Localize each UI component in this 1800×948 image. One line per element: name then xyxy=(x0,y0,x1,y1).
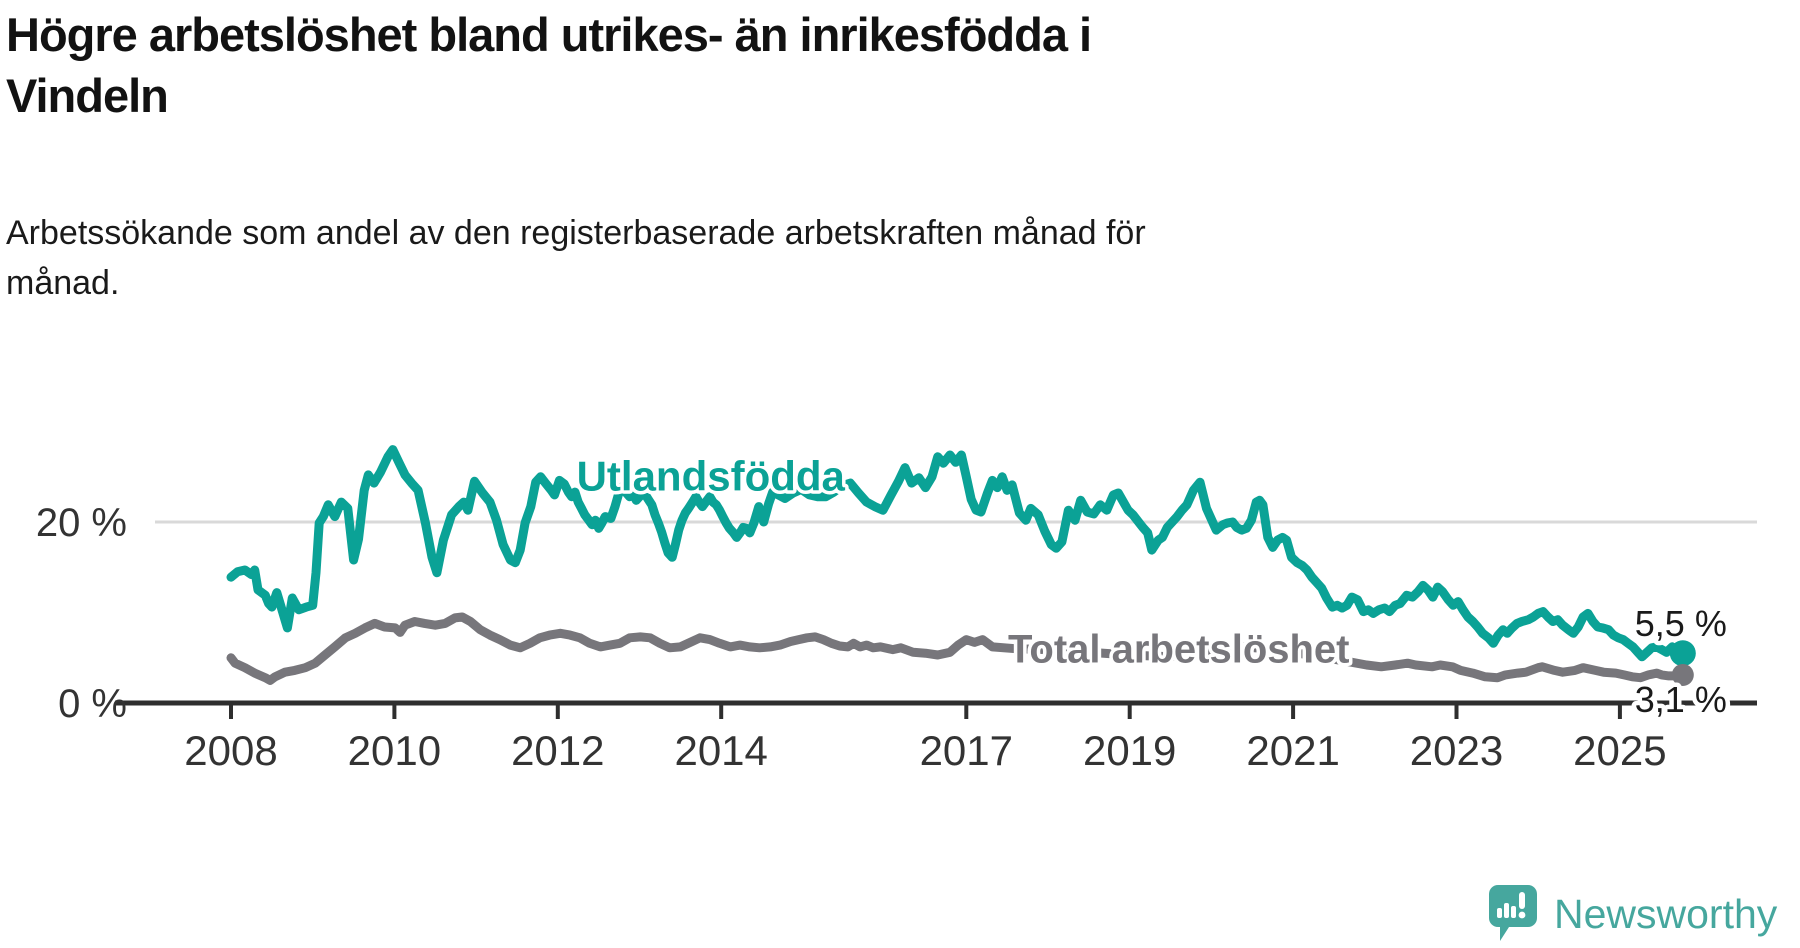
y-tick-label-20: 20 % xyxy=(36,501,127,545)
x-tick-label-2025: 2025 xyxy=(1573,727,1666,774)
page-title-line-2: Vindeln xyxy=(6,69,169,122)
series-end-dot-utlandsf-dda xyxy=(1669,640,1696,667)
x-tick-label-2023: 2023 xyxy=(1410,727,1503,774)
axes xyxy=(115,700,1757,719)
x-tick-label-2014: 2014 xyxy=(674,727,767,774)
chart-subtitle-line-2: månad. xyxy=(6,264,120,302)
data-series xyxy=(226,445,1696,686)
series-line-total-arbetsl-shet xyxy=(226,612,1688,685)
end-value-label-total-arbetsl-shet: 3,1 % xyxy=(1635,679,1727,720)
end-value-label-utlandsf-dda: 5,5 % xyxy=(1635,603,1727,644)
newsworthy-logo-text: Newsworthy xyxy=(1554,890,1778,937)
series-label-utlandsf-dda: Utlandsfödda xyxy=(577,452,846,499)
newsworthy-logo: Newsworthy xyxy=(1488,884,1777,944)
y-tick-label-0: 0 % xyxy=(58,682,127,726)
chart-subtitle: Arbetssökande som andel av den registerb… xyxy=(6,208,1146,308)
page-title-line-1: Högre arbetslöshet bland utrikes- än inr… xyxy=(6,8,1092,61)
chart-annotations: 0 % 20 % 2008 2010 2012 2014 2017 2019 2021 2023 2… xyxy=(36,449,1732,774)
series-line-utlandsf-dda xyxy=(226,445,1688,662)
x-tick-label-2021: 2021 xyxy=(1246,727,1339,774)
x-tick-label-2010: 2010 xyxy=(348,727,441,774)
x-tick-label-2017: 2017 xyxy=(920,727,1013,774)
newsworthy-icon xyxy=(1489,885,1537,941)
x-tick-label-2019: 2019 xyxy=(1083,727,1176,774)
x-tick-label-2008: 2008 xyxy=(184,727,277,774)
page-title: Högre arbetslöshet bland utrikes- än inr… xyxy=(6,4,1092,126)
series-label-total-arbetsl-shet: Total arbetslöshet xyxy=(1008,627,1350,671)
series-end-dot-total-arbetsl-shet xyxy=(1671,663,1694,686)
x-tick-label-2012: 2012 xyxy=(511,727,604,774)
chart-subtitle-line-1: Arbetssökande som andel av den registerb… xyxy=(6,214,1146,252)
